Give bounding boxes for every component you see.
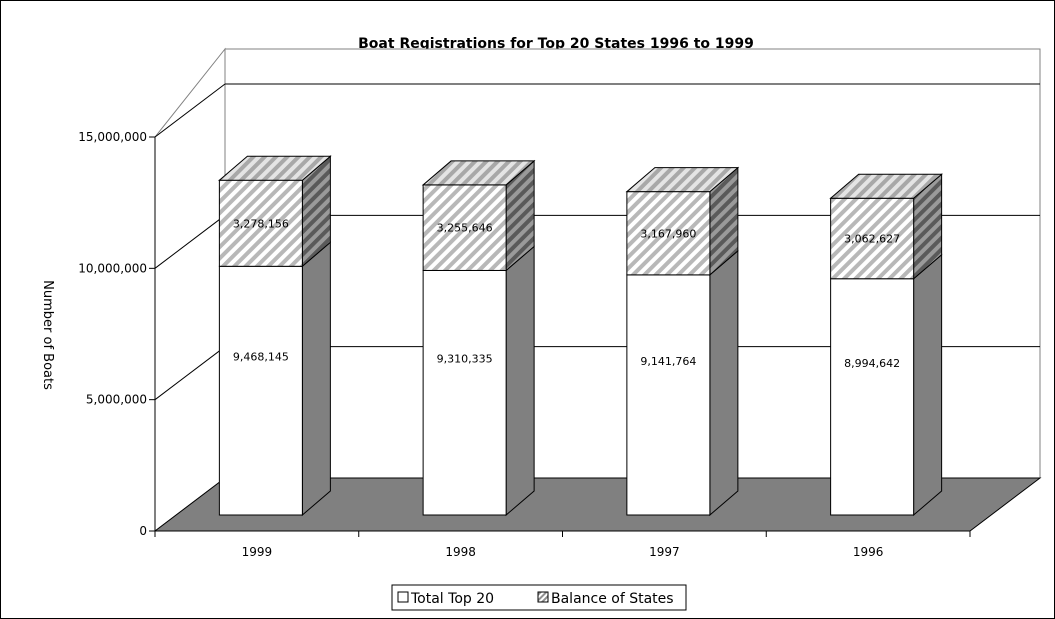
- legend-label-total-top-20: Total Top 20: [410, 591, 494, 607]
- x-tick-label: 1996: [853, 545, 884, 559]
- bar-top-balance-of-states: [625, 167, 740, 193]
- bar-total-top-20: [422, 269, 507, 516]
- data-labels: 9,468,145 3,278,156 9,310,335 3,255,646 9,14…: [233, 217, 900, 370]
- data-label-balance-of-states: 3,062,627: [844, 233, 900, 246]
- bar-stack: [829, 173, 943, 517]
- axes: 0 5,000,000 10,000,000 15,000,000 1999 1998 19…: [78, 130, 971, 559]
- y-tick-label: 10,000,000: [78, 261, 147, 275]
- legend: Total Top 20 Balance of States: [391, 584, 687, 611]
- y-tick-label: 15,000,000: [78, 130, 147, 144]
- data-label-balance-of-states: 3,167,960: [640, 227, 696, 240]
- bar-stack: [421, 159, 536, 517]
- bar-stack: [218, 155, 332, 517]
- bar-balance-of-states: [626, 191, 711, 276]
- bar-total-top-20: [626, 274, 711, 516]
- legend-label-balance-of-states: Balance of States: [551, 591, 674, 607]
- data-label-total-top-20: 9,310,335: [437, 353, 493, 366]
- bar-side-total-top-20: [913, 253, 943, 517]
- bar-balance-of-states: [218, 179, 303, 267]
- data-label-balance-of-states: 3,255,646: [437, 222, 493, 235]
- bar-top-balance-of-states: [421, 160, 536, 186]
- y-axis-label: Number of Boats: [40, 280, 55, 390]
- x-tick-label: 1997: [649, 545, 680, 559]
- bar-top-balance-of-states: [829, 173, 943, 199]
- bars: [218, 155, 943, 517]
- bar-balance-of-states: [422, 184, 507, 271]
- legend-swatch-balance-of-states: [537, 591, 549, 603]
- x-tick-label: 1998: [445, 545, 476, 559]
- bar-side-total-top-20: [301, 241, 331, 517]
- gridline-side: [154, 214, 226, 269]
- bar-balance-of-states: [830, 197, 915, 280]
- x-tick-label: 1999: [242, 545, 273, 559]
- bar-total-top-20: [830, 278, 915, 516]
- data-label-balance-of-states: 3,278,156: [233, 217, 289, 230]
- data-label-total-top-20: 9,468,145: [233, 351, 289, 364]
- bar-total-top-20: [218, 265, 303, 516]
- legend-swatch-total-top-20: [397, 591, 409, 603]
- bar-stack: [625, 166, 740, 517]
- gridline-side: [154, 83, 226, 138]
- data-label-total-top-20: 9,141,764: [640, 355, 696, 368]
- y-tick-label: 0: [139, 524, 147, 538]
- gridline-side: [154, 346, 226, 401]
- y-tick-label: 5,000,000: [86, 393, 147, 407]
- data-label-total-top-20: 8,994,642: [844, 357, 900, 370]
- bar-side-total-top-20: [709, 249, 739, 517]
- chart-title: Boat Registrations for Top 20 States 199…: [358, 36, 754, 52]
- bar-side-total-top-20: [505, 245, 535, 517]
- bar-top-balance-of-states: [218, 155, 332, 181]
